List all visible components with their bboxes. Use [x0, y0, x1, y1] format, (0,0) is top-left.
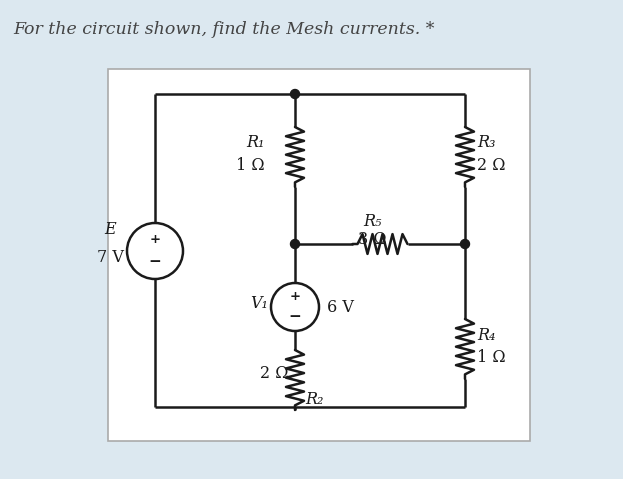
Text: 2 Ω: 2 Ω — [477, 157, 505, 173]
Text: For the circuit shown, find the Mesh currents. *: For the circuit shown, find the Mesh cur… — [13, 21, 434, 38]
Text: R₄: R₄ — [477, 327, 495, 343]
Text: +: + — [150, 233, 161, 246]
Text: R₁: R₁ — [247, 135, 265, 151]
Text: −: − — [288, 308, 302, 324]
Circle shape — [290, 90, 300, 99]
Text: +: + — [290, 290, 300, 303]
Text: 2 Ω: 2 Ω — [260, 365, 289, 383]
Text: 7 V: 7 V — [97, 249, 123, 265]
Text: R₃: R₃ — [477, 135, 495, 151]
Text: E: E — [104, 220, 116, 238]
Text: 6 V: 6 V — [327, 298, 354, 316]
Circle shape — [290, 240, 300, 249]
FancyBboxPatch shape — [108, 69, 530, 441]
Text: 3 Ω: 3 Ω — [358, 230, 386, 248]
Text: V₁: V₁ — [250, 295, 268, 311]
Text: R₅: R₅ — [363, 214, 381, 230]
Circle shape — [460, 240, 470, 249]
Text: 1 Ω: 1 Ω — [477, 349, 506, 365]
Text: −: − — [149, 254, 161, 269]
Text: 1 Ω: 1 Ω — [236, 157, 265, 173]
Text: R₂: R₂ — [305, 391, 323, 409]
